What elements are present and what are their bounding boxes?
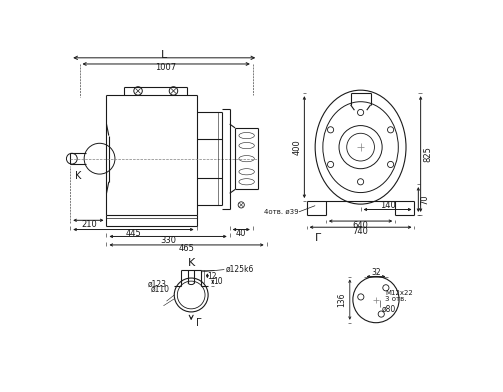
Text: ø80: ø80 xyxy=(382,304,396,313)
Text: 1007: 1007 xyxy=(155,64,177,73)
Text: K: K xyxy=(75,171,81,181)
Text: 330: 330 xyxy=(160,236,176,245)
Text: 12: 12 xyxy=(207,272,217,281)
Text: 445: 445 xyxy=(126,229,141,238)
Text: 400: 400 xyxy=(292,139,301,155)
Text: ø110: ø110 xyxy=(151,284,170,293)
Text: ø125k6: ø125k6 xyxy=(226,264,254,273)
Text: ø123: ø123 xyxy=(148,280,167,289)
Text: 10: 10 xyxy=(213,278,223,287)
Text: 210: 210 xyxy=(81,220,97,229)
Text: 3 отв.: 3 отв. xyxy=(385,296,407,302)
Text: 70: 70 xyxy=(421,194,430,205)
Text: M12x22: M12x22 xyxy=(385,290,413,296)
Text: L: L xyxy=(161,50,167,60)
Text: 140: 140 xyxy=(380,201,395,210)
Text: 136: 136 xyxy=(338,292,347,307)
Text: 465: 465 xyxy=(179,244,195,253)
Text: K: K xyxy=(188,258,195,268)
Text: 740: 740 xyxy=(353,227,369,236)
Text: 825: 825 xyxy=(424,146,433,162)
Text: Г: Г xyxy=(196,318,202,328)
Text: 40: 40 xyxy=(236,229,246,238)
Text: 32: 32 xyxy=(371,268,381,277)
Text: Г: Г xyxy=(315,233,321,243)
Text: 4отв. ø39: 4отв. ø39 xyxy=(265,209,299,215)
Text: 640: 640 xyxy=(353,221,369,230)
